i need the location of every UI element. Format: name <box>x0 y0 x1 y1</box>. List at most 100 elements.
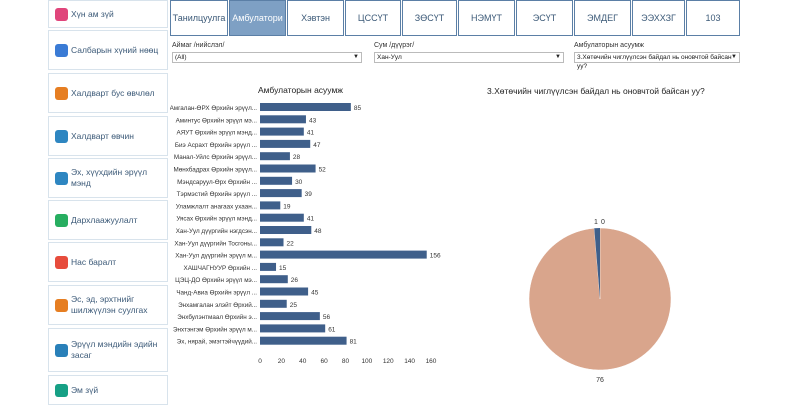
x-tick-label: 160 <box>426 358 437 365</box>
category-label: Аминтус Өрхийн эрүүл мэ... <box>176 116 258 124</box>
data-label: 26 <box>291 277 299 284</box>
tab[interactable]: Танилцуулга <box>170 0 228 36</box>
filter-label-sum: Сум /дүүрэг/ <box>374 42 415 49</box>
sidebar-item[interactable]: Хүн ам зүй <box>48 0 168 28</box>
vaccine-icon <box>55 213 68 227</box>
people-icon <box>55 7 68 21</box>
x-tick-label: 40 <box>299 358 307 365</box>
category-label: Хан-Уул дүүргийн Тосгоны... <box>174 239 257 247</box>
x-tick-label: 120 <box>383 358 394 365</box>
category-label: ЦЭЦ-ДО Өрхийн эрүүл мэ... <box>175 276 257 284</box>
category-label: Уламжлалт анагаах ухаан... <box>176 203 258 210</box>
bar <box>260 226 312 234</box>
chevron-down-icon: ▼ <box>555 54 561 60</box>
data-label: 85 <box>354 105 362 112</box>
x-tick-label: 0 <box>258 358 262 365</box>
tab[interactable]: НЭМҮТ <box>458 0 515 36</box>
category-label: Мөнхбадрах Өрхийн эрүүл... <box>173 166 257 174</box>
filter-select-sum[interactable]: Хан-Уул ▼ <box>374 52 564 63</box>
category-label: Энхбулэнтмаал Өрхийн э... <box>177 313 257 321</box>
heart-icon <box>55 86 68 100</box>
data-label: 19 <box>283 203 291 210</box>
data-label: 15 <box>279 265 287 272</box>
sidebar-item[interactable]: Дархлаажуулалт <box>48 200 168 240</box>
bar-chart-title: Амбулаторын асуумж <box>258 85 343 95</box>
x-tick-label: 100 <box>361 358 372 365</box>
data-label: 156 <box>430 253 441 260</box>
filter-select-aimag[interactable]: (All) ▼ <box>172 52 362 63</box>
data-label: 30 <box>295 179 303 186</box>
bar <box>260 324 326 333</box>
sidebar-item-label: Эх, хүүхдийн эрүүл мэнд <box>71 167 148 188</box>
sidebar-item[interactable]: Эрүүл мэндийн эдийн засаг <box>48 328 168 372</box>
category-label: Энхамгалан элэйт Өрхий... <box>178 301 257 309</box>
tab[interactable]: ЦССҮТ <box>345 0 401 36</box>
tab[interactable]: ЗӨСҮТ <box>402 0 457 36</box>
tab-bar: Танилцуулга Амбулатори Хэвтэн ЦССҮТ ЗӨСҮТ НЭМ… <box>170 0 800 38</box>
chevron-down-icon: ▼ <box>731 54 737 60</box>
bar <box>260 336 347 345</box>
tab[interactable]: Амбулатори <box>229 0 286 36</box>
filter-value-survey: 3.Хөтөчийн чиглүүлсэн байдал нь оновчтой… <box>577 54 732 70</box>
filter-value-aimag: (All) <box>175 54 187 61</box>
sidebar-item[interactable]: Салбарын хүний нөөц <box>48 30 168 70</box>
data-label: 48 <box>314 228 322 235</box>
pharmacy-icon <box>55 383 68 397</box>
data-label: 81 <box>350 339 358 346</box>
sidebar-item[interactable]: Халдварт бус өвчлөл <box>48 73 168 113</box>
sidebar-item[interactable]: Эх, хүүхдийн эрүүл мэнд <box>48 158 168 198</box>
data-label: 56 <box>323 314 331 321</box>
category-label: Энхтэнгэм Өрхийн эрүүл м... <box>173 325 257 333</box>
pie-label: 0 <box>601 219 605 226</box>
data-label: 43 <box>309 117 317 124</box>
sidebar-item-label: Салбарын хүний нөөц <box>71 44 159 55</box>
sidebar-item-label: Нас баралт <box>71 256 117 267</box>
finance-icon <box>55 343 68 357</box>
tab[interactable]: ЭСҮТ <box>516 0 573 36</box>
bar <box>260 115 306 124</box>
tab[interactable]: ЭМДЕГ <box>574 0 631 36</box>
sidebar-item[interactable]: Эс, эд, эрхтнийг шилжүүлэн суулгах <box>48 285 168 325</box>
data-label: 47 <box>313 142 321 149</box>
tab[interactable]: 103 <box>686 0 740 36</box>
category-label: Амгалан-ӨРХ Өрхийн эрүүл... <box>170 104 257 112</box>
bar <box>260 213 304 222</box>
tab[interactable]: ЭЭХХЗГ <box>632 0 685 36</box>
pie-label: 1 <box>594 219 598 226</box>
category-label: Мэндсаруул-Өрх Өрхийн ... <box>177 178 257 186</box>
category-label: ХАШЧАГНУУР Өрхийн ... <box>184 264 258 272</box>
bar <box>260 299 287 308</box>
sidebar-item-label: Эс, эд, эрхтнийг шилжүүлэн суулгах <box>71 294 148 315</box>
virus-icon <box>55 129 68 143</box>
bar <box>260 127 304 136</box>
sidebar-item[interactable]: Халдварт өвчин <box>48 116 168 156</box>
x-tick-label: 60 <box>321 358 329 365</box>
bar-chart: Амгалан-ӨРХ Өрхийн эрүүл... 85 Аминтус Өрх… <box>170 103 441 365</box>
sidebar-item-label: Эм зүй <box>71 384 99 395</box>
category-label: Хан-Уул дүүргийн нэгдсэн... <box>176 227 258 235</box>
sidebar-item-label: Хүн ам зүй <box>71 8 114 19</box>
death-icon <box>55 255 68 269</box>
sidebar-item-label: Эрүүл мэндийн эдийн засаг <box>71 339 158 360</box>
data-label: 41 <box>307 216 315 223</box>
data-label: 61 <box>328 326 336 333</box>
category-label: Биэ Асрахт Өрхийн эрүүл ... <box>175 141 257 149</box>
sidebar-item-label: Халдварт бус өвчлөл <box>71 87 155 98</box>
bar <box>260 189 302 198</box>
data-label: 22 <box>287 240 295 247</box>
chevron-down-icon: ▼ <box>353 54 359 60</box>
filter-value-sum: Хан-Уул <box>377 54 402 61</box>
sidebar-item[interactable]: Нас баралт <box>48 242 168 282</box>
tab[interactable]: Хэвтэн <box>287 0 344 36</box>
data-label: 41 <box>307 130 315 137</box>
organ-icon <box>55 298 68 312</box>
bar <box>260 152 290 161</box>
data-label: 52 <box>319 167 327 174</box>
x-tick-label: 140 <box>404 358 415 365</box>
data-label: 39 <box>305 191 313 198</box>
bar <box>260 238 284 247</box>
data-label: 45 <box>311 290 319 297</box>
sidebar-item[interactable]: Эм зүй <box>48 375 168 405</box>
filter-select-survey[interactable]: 3.Хөтөчийн чиглүүлсэн байдал нь оновчтой… <box>574 52 740 70</box>
bar <box>260 139 311 148</box>
